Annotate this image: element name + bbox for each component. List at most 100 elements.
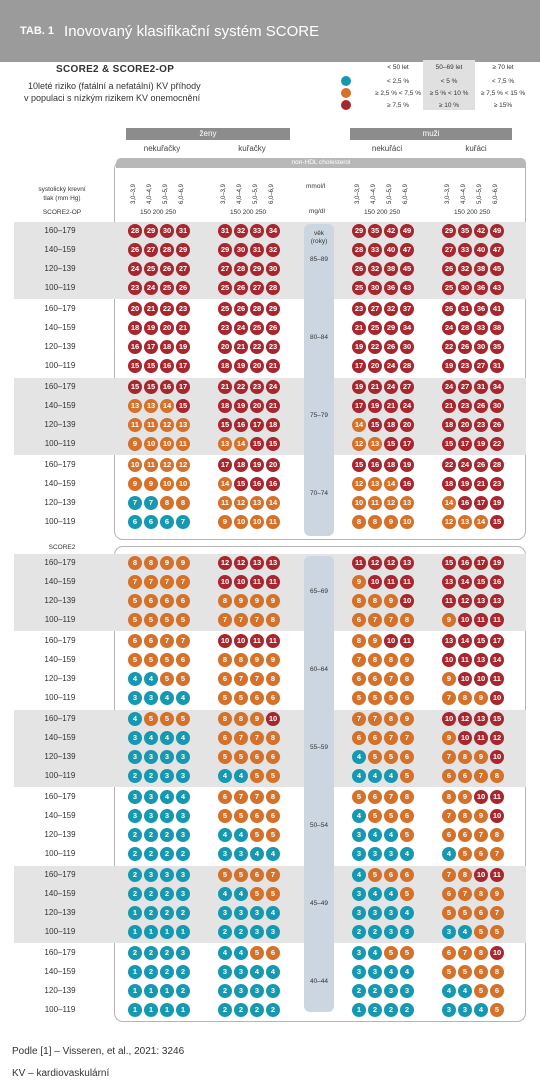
risk-cell: 12 <box>352 437 366 451</box>
risk-cell: 2 <box>176 984 190 998</box>
risk-cell: 23 <box>458 399 472 413</box>
risk-cell: 13 <box>266 556 280 570</box>
risk-cell: 29 <box>218 243 232 257</box>
risk-cell: 25 <box>442 281 456 295</box>
risk-cell: 1 <box>128 965 142 979</box>
risk-cell: 13 <box>474 712 488 726</box>
bp-label: 140–159 <box>44 479 76 488</box>
risk-cell: 5 <box>384 691 398 705</box>
risk-cell: 27 <box>368 302 382 316</box>
risk-cell: 28 <box>250 302 264 316</box>
risk-cell: 7 <box>234 790 248 804</box>
bp-label: 160–179 <box>44 714 76 723</box>
risk-cell: 9 <box>160 556 174 570</box>
risk-cell: 4 <box>176 790 190 804</box>
risk-cell: 3 <box>442 1003 456 1017</box>
risk-cell: 27 <box>458 380 472 394</box>
risk-cell: 1 <box>128 925 142 939</box>
risk-cell: 17 <box>176 380 190 394</box>
risk-cell: 26 <box>384 340 398 354</box>
risk-cell: 1 <box>176 925 190 939</box>
risk-cell: 6 <box>266 691 280 705</box>
tick-mmol-label: 6,0–6,9 <box>403 183 409 204</box>
risk-cell: 24 <box>458 458 472 472</box>
risk-cell: 5 <box>474 984 488 998</box>
risk-cell: 17 <box>218 458 232 472</box>
risk-cell: 34 <box>266 224 280 238</box>
risk-cell: 5 <box>144 653 158 667</box>
risk-cell: 6 <box>368 731 382 745</box>
risk-cell: 38 <box>474 262 488 276</box>
subtitle-heading: SCORE2 & SCORE2-OP <box>56 64 175 75</box>
risk-cell: 6 <box>250 691 264 705</box>
risk-cell: 10 <box>442 653 456 667</box>
risk-cell: 9 <box>474 750 488 764</box>
risk-cell: 8 <box>266 731 280 745</box>
legend-dot <box>341 76 351 86</box>
risk-cell: 6 <box>400 750 414 764</box>
risk-cell: 8 <box>368 515 382 529</box>
risk-cell: 26 <box>490 418 504 432</box>
risk-cell: 13 <box>442 575 456 589</box>
risk-cell: 10 <box>474 672 488 686</box>
risk-cell: 27 <box>400 380 414 394</box>
risk-cell: 19 <box>400 458 414 472</box>
bp-label: 140–159 <box>44 401 76 410</box>
bp-label: 100–119 <box>44 693 76 702</box>
risk-cell: 24 <box>384 380 398 394</box>
risk-cell: 21 <box>474 477 488 491</box>
risk-cell: 11 <box>250 575 264 589</box>
risk-cell: 9 <box>266 594 280 608</box>
risk-cell: 4 <box>218 946 232 960</box>
risk-cell: 7 <box>384 790 398 804</box>
bp-label: 100–119 <box>44 615 76 624</box>
ylabel-line-2: tlak (mm Hg) <box>43 195 81 202</box>
risk-cell: 10 <box>352 496 366 510</box>
risk-cell: 5 <box>368 868 382 882</box>
age-label: 50–54 <box>309 822 329 829</box>
risk-cell: 9 <box>474 691 488 705</box>
risk-cell: 5 <box>490 1003 504 1017</box>
risk-cell: 24 <box>266 380 280 394</box>
risk-cell: 13 <box>250 496 264 510</box>
risk-cell: 31 <box>250 243 264 257</box>
bp-label: 100–119 <box>44 849 76 858</box>
risk-cell: 18 <box>160 340 174 354</box>
risk-cell: 3 <box>458 1003 472 1017</box>
risk-cell: 2 <box>128 868 142 882</box>
risk-cell: 9 <box>458 790 472 804</box>
risk-cell: 5 <box>176 712 190 726</box>
risk-cell: 20 <box>128 302 142 316</box>
risk-cell: 5 <box>384 809 398 823</box>
risk-cell: 18 <box>384 458 398 472</box>
risk-cell: 10 <box>218 634 232 648</box>
risk-cell: 23 <box>474 418 488 432</box>
risk-cell: 15 <box>128 359 142 373</box>
risk-cell: 2 <box>352 984 366 998</box>
risk-cell: 2 <box>400 1003 414 1017</box>
risk-cell: 6 <box>442 828 456 842</box>
risk-cell: 18 <box>218 399 232 413</box>
risk-cell: 14 <box>218 477 232 491</box>
risk-cell: 16 <box>128 340 142 354</box>
risk-cell: 26 <box>458 340 472 354</box>
risk-cell: 7 <box>176 515 190 529</box>
risk-cell: 8 <box>352 634 366 648</box>
risk-cell: 7 <box>368 712 382 726</box>
risk-cell: 14 <box>490 653 504 667</box>
risk-cell: 34 <box>490 380 504 394</box>
risk-cell: 7 <box>250 613 264 627</box>
risk-cell: 24 <box>144 281 158 295</box>
age-label: 75–79 <box>309 412 329 419</box>
ylabel-line-1: systolický krevní <box>38 186 86 193</box>
risk-cell: 4 <box>458 984 472 998</box>
bp-label: 100–119 <box>44 927 76 936</box>
risk-cell: 31 <box>490 359 504 373</box>
risk-cell: 2 <box>218 925 232 939</box>
risk-cell: 6 <box>128 515 142 529</box>
risk-cell: 13 <box>442 634 456 648</box>
risk-cell: 24 <box>442 380 456 394</box>
risk-cell: 28 <box>458 321 472 335</box>
risk-cell: 6 <box>218 731 232 745</box>
risk-cell: 23 <box>176 302 190 316</box>
